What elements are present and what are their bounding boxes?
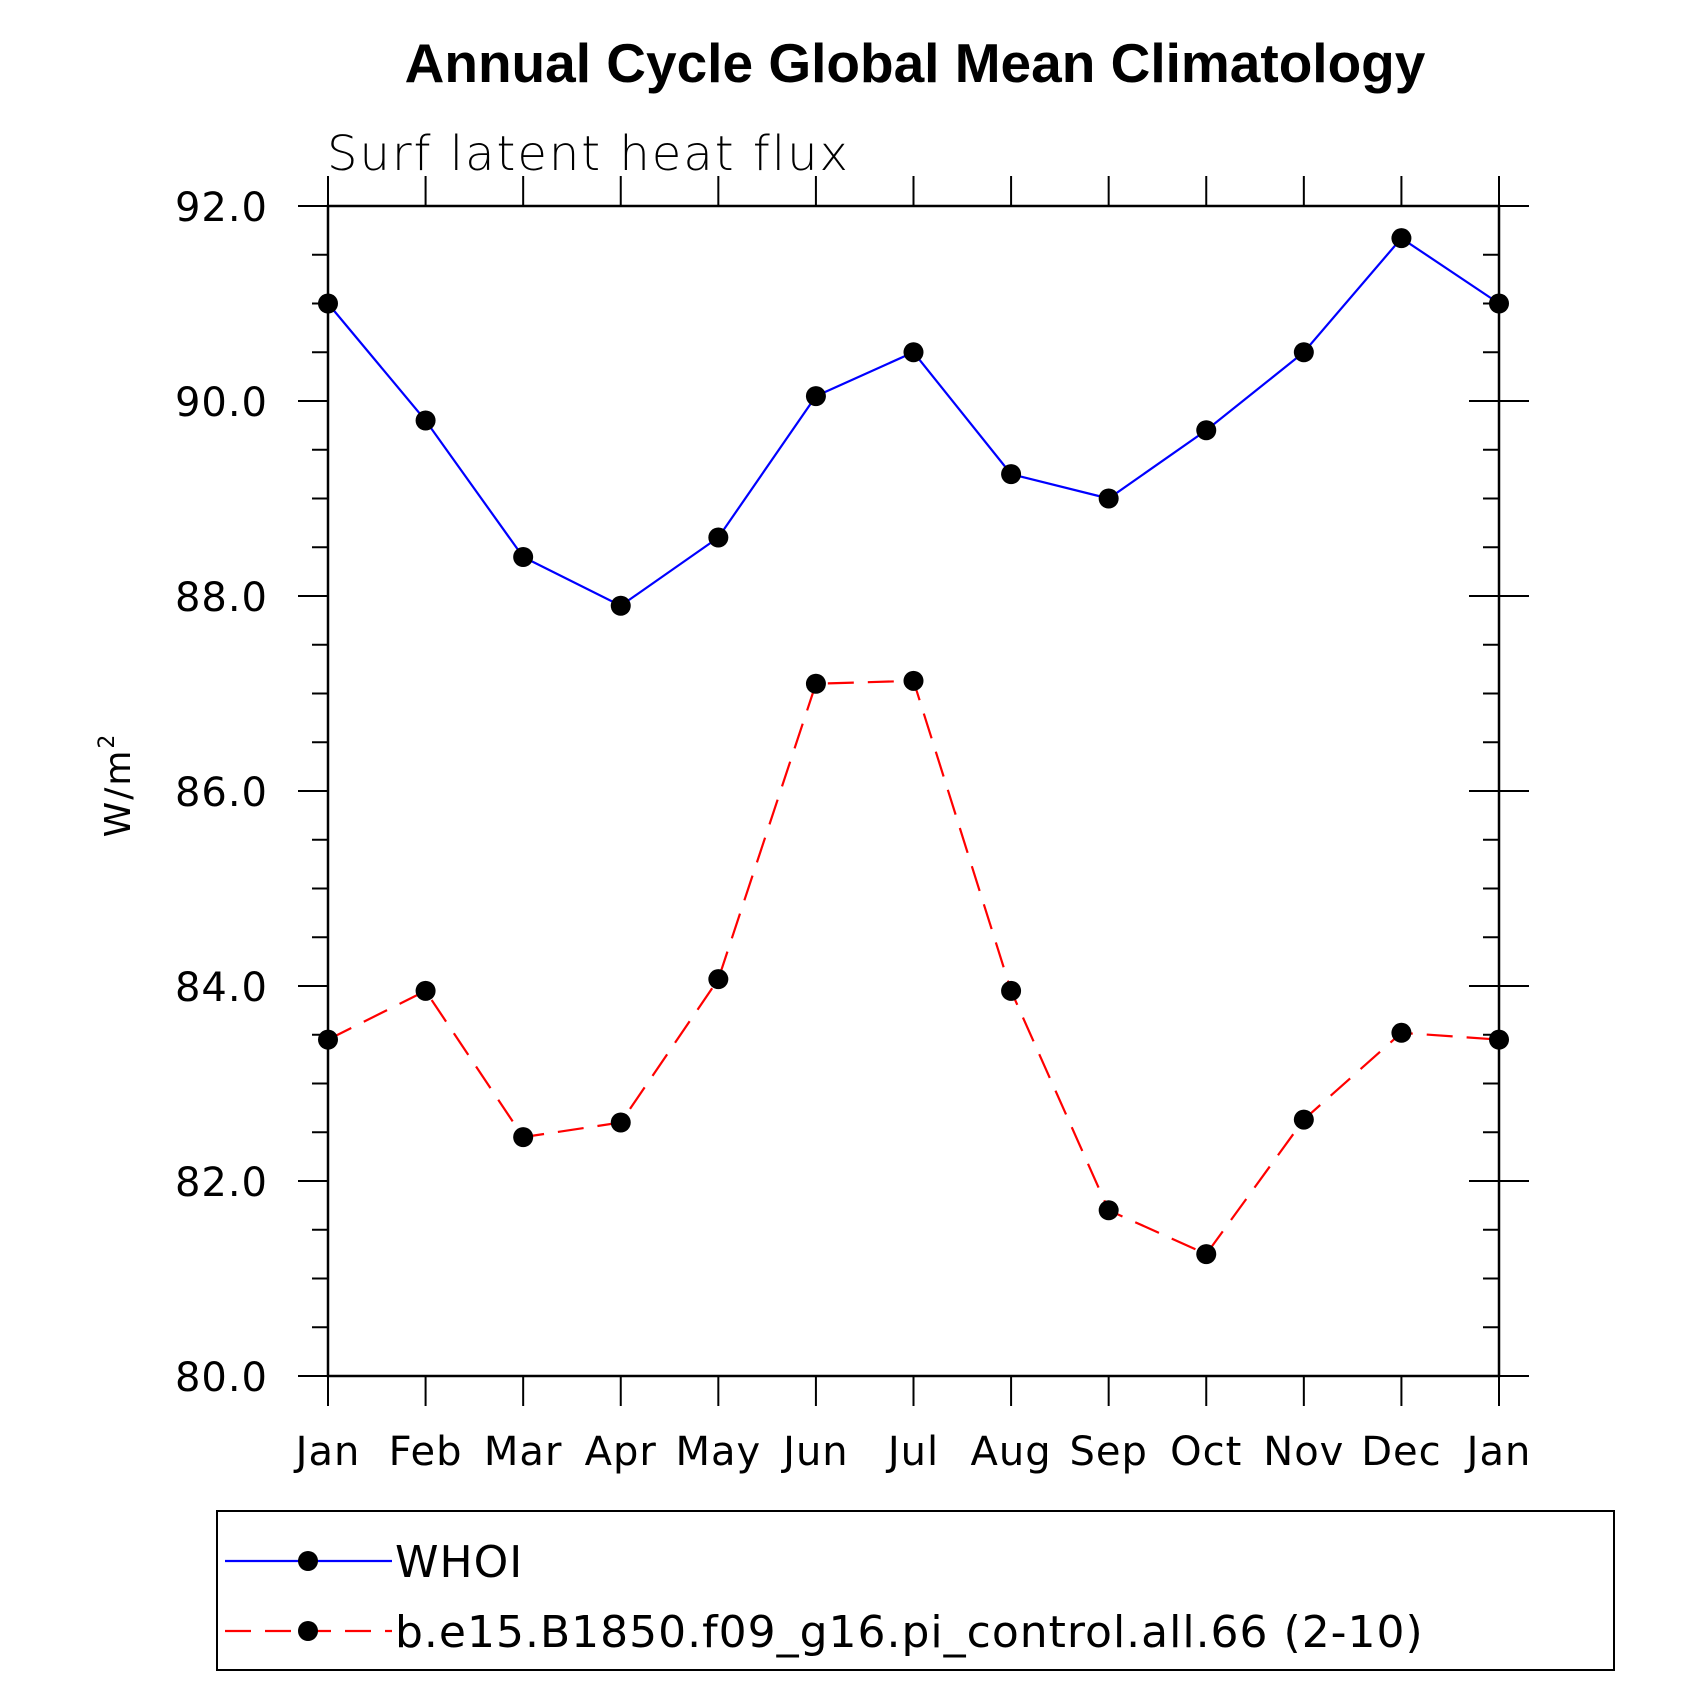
series-0-point: [318, 293, 338, 314]
x-tick-label: Sep: [1069, 1429, 1147, 1475]
chart-subtitle: Surf latent heat flux: [327, 126, 850, 182]
series-1-point: [1001, 980, 1022, 1001]
series-1-point: [708, 969, 729, 990]
legend: WHOI b.e15.B1850.f09_g16.pi_control.all.6…: [216, 1510, 1615, 1671]
series-line-0: [327, 236, 1500, 608]
x-tick-label: Oct: [1170, 1429, 1242, 1475]
legend-label-1: b.e15.B1850.f09_g16.pi_control.all.66 (2…: [395, 1607, 1424, 1658]
chart-title: Annual Cycle Global Mean Climatology: [405, 32, 1426, 94]
series-0-point: [513, 547, 534, 567]
legend-marker-1: [298, 1621, 318, 1641]
series-0-point: [1098, 488, 1119, 509]
y-tick-label: 88.0: [175, 575, 268, 621]
x-tick-label: May: [675, 1429, 761, 1475]
series-line-1: [327, 679, 1500, 1256]
series-0-point: [1391, 228, 1412, 249]
series-0-point: [610, 595, 631, 616]
axes-layer: 92.0 90.0 88.0 86.0 84.0 82.0 80.0 Jan Feb Mar Apr…: [175, 176, 1532, 1475]
series-0-point: [1001, 464, 1022, 485]
legend-label-0: WHOI: [395, 1537, 523, 1588]
series-0-point: [708, 527, 729, 548]
series-1-point: [415, 980, 436, 1001]
y-axis-label-text: W/m: [98, 749, 139, 838]
series-0-point: [903, 342, 924, 363]
y-tick-label: 84.0: [175, 965, 268, 1011]
x-tick-label: Jan: [1464, 1429, 1532, 1475]
y-tick-label: 82.0: [175, 1160, 268, 1206]
y-axis-label-superscript: 2: [95, 733, 120, 749]
y-axis-label: W/m2: [95, 733, 139, 838]
x-tick-label: Feb: [389, 1429, 463, 1475]
plot-frame: [326, 204, 1501, 1378]
series-1-point: [610, 1112, 631, 1133]
x-tick-label: Jun: [780, 1429, 849, 1475]
series-0-point: [805, 386, 826, 407]
x-tick-label: Dec: [1361, 1429, 1441, 1475]
y-tick-label: 92.0: [175, 185, 268, 231]
legend-box: [216, 1510, 1615, 1671]
x-tick-label: Nov: [1263, 1429, 1344, 1475]
series-1-point: [318, 1029, 338, 1050]
series-1-point: [1098, 1200, 1119, 1221]
series-1-point: [1489, 1029, 1509, 1050]
x-tick-label: Aug: [971, 1429, 1052, 1475]
series-1-point: [1391, 1022, 1412, 1043]
series-1-point: [1293, 1109, 1314, 1130]
x-tick-label: Jul: [885, 1429, 939, 1475]
series-1-point: [903, 670, 924, 691]
y-tick-label: 90.0: [175, 380, 268, 426]
x-tick-label: Apr: [585, 1429, 657, 1475]
series-0-point: [415, 410, 436, 431]
series-0-point: [1293, 342, 1314, 363]
series-layer: [318, 228, 1509, 1265]
series-0-point: [1196, 420, 1217, 441]
y-tick-label: 86.0: [175, 770, 268, 816]
x-tick-label: Jan: [293, 1429, 361, 1475]
series-1-point: [1196, 1244, 1217, 1265]
legend-marker-0: [298, 1551, 318, 1571]
svg-text:W/m2: W/m2: [95, 733, 139, 838]
series-1-point: [805, 673, 826, 694]
x-tick-label: Mar: [484, 1429, 562, 1475]
series-0-point: [1489, 293, 1509, 314]
y-tick-label: 80.0: [175, 1355, 268, 1401]
series-1-point: [513, 1127, 534, 1148]
